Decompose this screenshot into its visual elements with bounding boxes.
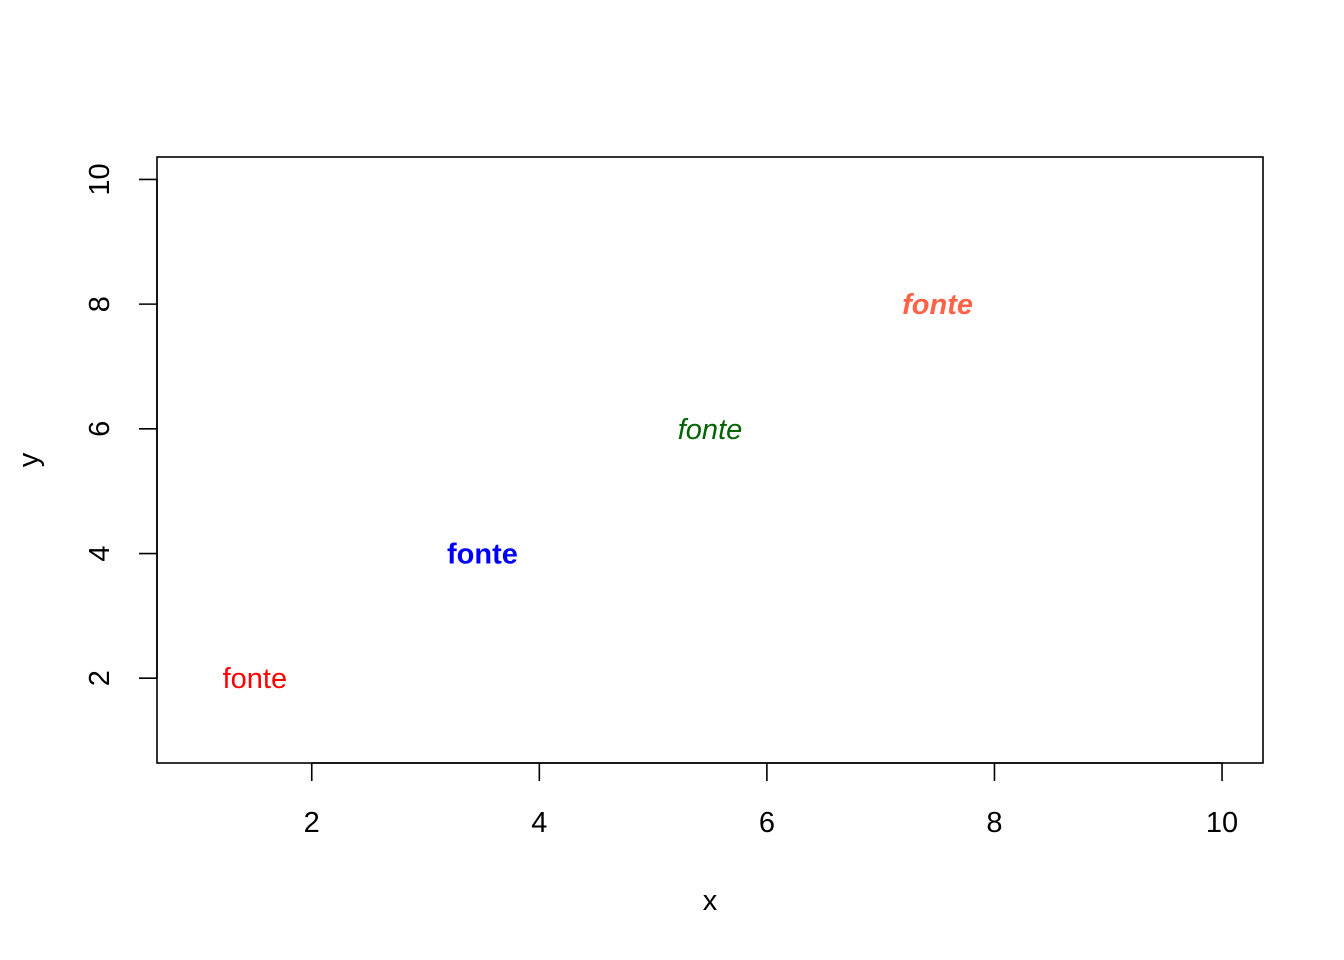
y-tick-label: 4 [84, 545, 116, 561]
x-axis-label: x [703, 885, 718, 917]
y-axis-label: y [13, 452, 45, 467]
y-tick-label: 6 [84, 421, 116, 437]
y-tick-label: 2 [84, 670, 116, 686]
point-label-1: fonte [223, 663, 288, 695]
y-tick-label: 8 [84, 296, 116, 312]
x-tick-label: 8 [986, 807, 1002, 839]
plot-frame [156, 156, 1264, 764]
point-label-2: fonte [447, 539, 518, 571]
y-tick-label: 10 [84, 163, 116, 195]
point-label-4: fonte [902, 289, 973, 321]
x-axis: 2 4 6 8 10 [304, 762, 1238, 839]
y-axis: 2 4 6 8 10 [84, 163, 158, 686]
x-tick-label: 4 [531, 807, 547, 839]
point-label-3: fonte [678, 414, 743, 446]
point-labels: fonte fonte fonte fonte [223, 289, 973, 695]
x-tick-label: 6 [759, 807, 775, 839]
x-tick-label: 2 [304, 807, 320, 839]
x-tick-label: 10 [1206, 807, 1238, 839]
